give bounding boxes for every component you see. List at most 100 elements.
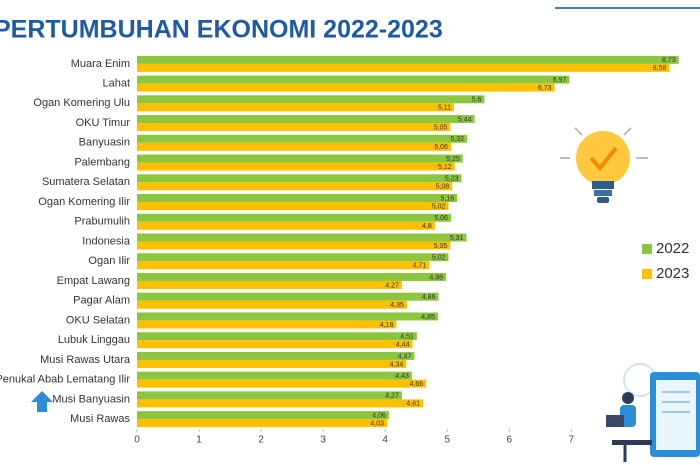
value-label: 5,32 [450,136,464,143]
value-label: 4,61 [406,401,420,408]
bar [137,75,570,84]
category-label: Ogan Komering Ilir [38,196,130,208]
bar [137,241,451,250]
bar [137,55,679,64]
value-label: 5,02 [432,203,446,210]
value-label: 5,05 [434,243,448,250]
value-label: 4,35 [390,302,404,309]
x-tick-label: 3 [320,435,326,446]
value-label: 5,05 [434,124,448,131]
bar [137,202,449,211]
bar [137,123,451,132]
category-label: Palembang [74,156,130,168]
bar [137,332,417,341]
value-label: 5,44 [458,116,472,123]
category-label: Empat Lawang [57,275,130,287]
value-label: 5,16 [441,195,455,202]
bar [137,280,402,289]
value-label: 4,03 [370,420,384,427]
bar [137,351,415,360]
category-label: Musi Rawas [70,413,130,425]
value-label: 8,73 [662,57,676,64]
category-label: Banyuasin [79,137,130,149]
category-label: Ogan Ilir [88,255,130,267]
value-label: 6,73 [538,85,552,92]
bar [137,292,439,301]
x-tick-label: 4 [382,435,388,446]
value-label: 5,6 [472,97,482,104]
bar [137,142,451,151]
x-tick-label: 7 [569,435,575,446]
x-tick-label: 6 [506,435,512,446]
bar [137,103,455,112]
value-label: 4,27 [385,282,399,289]
value-label: 4,18 [380,322,394,329]
bar [137,194,458,203]
bar [137,134,468,143]
bar [137,300,407,309]
bar [137,95,485,104]
value-label: 4,34 [390,361,404,368]
value-label: 4,44 [396,342,410,349]
value-label: 4,43 [395,373,409,380]
value-label: 8,58 [653,65,667,72]
legend-swatch [642,244,652,254]
value-label: 5,25 [446,156,460,163]
chart-title: PERTUMBUHAN EKONOMI 2022-2023 [0,16,443,44]
bar [137,162,455,171]
x-tick-label: 5 [444,435,450,446]
bar [137,419,388,428]
legend-label: 2022 [656,240,689,257]
value-label: 4,8 [422,223,432,230]
x-tick-label: 2 [258,435,264,446]
illustration [606,363,700,462]
value-label: 5,08 [436,184,450,191]
legend-swatch [642,269,652,279]
value-label: 4,85 [421,314,435,321]
category-label: Lahat [102,78,130,90]
category-label: OKU Timur [76,117,131,129]
bar [137,399,424,408]
value-label: 5,31 [450,235,464,242]
bar [137,359,407,368]
category-label: OKU Selatan [66,314,130,326]
lightbulb-icon [560,127,648,203]
bar [137,182,453,191]
category-label: Prabumulih [74,216,130,228]
bar [137,371,412,380]
category-label: Muara Enim [71,58,130,70]
value-label: 4,66 [410,381,424,388]
category-label: Pagar Alam [73,295,130,307]
bar [137,174,462,183]
value-label: 4,98 [429,274,443,281]
value-label: 4,86 [422,294,436,301]
x-tick-label: 1 [196,435,202,446]
bar [137,411,389,420]
category-label: Ogan Komering Ulu [33,97,130,109]
bar [137,83,555,92]
value-label: 5,11 [438,105,451,112]
category-label: Penukal Abab Lematang Ilir [0,374,130,386]
category-label: Sumatera Selatan [42,176,130,188]
category-label: Musi Rawas Utara [40,354,131,366]
bar [137,233,467,242]
value-label: 6,97 [553,77,567,84]
bar [137,221,435,230]
bar [137,312,438,321]
arrow-icon [31,391,53,412]
bar [137,261,430,270]
value-label: 4,51 [400,334,414,341]
value-label: 5,12 [438,164,452,171]
bar [137,391,402,400]
category-label: Lubuk Linggau [58,334,130,346]
value-label: 5,06 [434,144,448,151]
legend-label: 2023 [656,265,689,282]
bar [137,213,451,222]
category-label: Indonesia [82,235,131,247]
bar [137,63,670,72]
value-label: 5,06 [434,215,448,222]
bar [137,115,475,124]
bar [137,272,446,281]
bar [137,320,397,329]
